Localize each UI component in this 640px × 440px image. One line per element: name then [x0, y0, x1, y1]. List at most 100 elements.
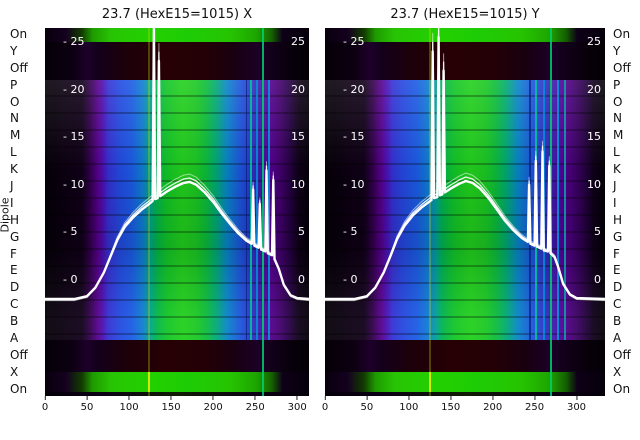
dipole-label: C [10, 297, 19, 312]
value-tick-left: - 10 [343, 177, 365, 191]
heatmap-vline [428, 372, 431, 392]
heatmap-vline [428, 28, 431, 396]
value-tick-right: 20 [291, 82, 305, 96]
value-tick-right: 10 [291, 177, 305, 191]
dipole-label: H [10, 212, 20, 227]
value-tick-right: 20 [587, 82, 601, 96]
dipole-labels-left: On Y Off P O N M L K J I H G F E D C B A Off X On [10, 28, 28, 396]
x-tick: 0 [42, 396, 48, 413]
value-tick-right: 5 [298, 225, 305, 239]
dipole-label: I [10, 195, 14, 210]
x-tick: 100 [399, 396, 418, 413]
x-tick-mark [408, 396, 410, 400]
x-tick-mark [128, 396, 130, 400]
dipole-label: E [613, 263, 621, 278]
x-tick-mark [534, 396, 536, 400]
dipole-label: On [10, 381, 28, 396]
heatmap-band-top-green [325, 28, 605, 42]
dipole-label: L [613, 145, 620, 160]
dipole-label: L [10, 145, 17, 160]
x-tick: 200 [483, 396, 502, 413]
heatmap-band-bottom-edge [45, 392, 309, 396]
x-tick-label: 300 [566, 402, 587, 413]
dipole-label: E [10, 263, 18, 278]
dipole-label: D [613, 280, 623, 295]
value-tick-left: - 5 [63, 225, 78, 239]
heatmap-vline [245, 80, 248, 340]
x-tick-mark [576, 396, 577, 400]
value-tick-left: - 25 [63, 35, 85, 48]
panel-y: 23.7 (HexE15=1015) Y - 25 25- 20 20- 15 15-… [321, 4, 605, 420]
dipole-label: X [613, 364, 622, 379]
x-tick-label: 0 [321, 402, 329, 413]
heatmap-band-top-dark [45, 42, 309, 80]
dipole-labels-right: On Y Off P O N M L K J I H G F E D C B A Off X On [613, 28, 631, 396]
value-tick-left: - 20 [343, 82, 365, 96]
x-tick-mark [254, 396, 256, 400]
value-tick-left: - 25 [343, 35, 365, 48]
value-tick-left: - 0 [63, 273, 78, 286]
heatmap-vline [268, 80, 270, 340]
dipole-label: F [10, 246, 17, 261]
x-tick-label: 250 [245, 402, 265, 413]
x-tick-label: 300 [287, 402, 307, 413]
value-tick-right: 0 [298, 273, 305, 286]
heatmap-vline [262, 28, 265, 396]
dipole-label: A [10, 331, 19, 346]
value-tick-right: 10 [587, 177, 601, 191]
panel-y-axis: 0 50 100 150 200 250 300 [321, 396, 605, 420]
value-tick-right: 0 [594, 273, 601, 286]
x-tick-label: 200 [203, 402, 223, 413]
trace-line [325, 28, 605, 302]
x-tick-label: 50 [80, 402, 94, 413]
x-tick-mark [86, 396, 88, 400]
trace-line [325, 28, 605, 301]
x-tick-label: 100 [119, 402, 139, 413]
heatmap-band-bottom-edge [325, 392, 605, 396]
dipole-label: M [10, 128, 21, 143]
dipole-label: N [10, 111, 19, 126]
dipole-label: P [10, 77, 18, 92]
dipole-label: M [613, 128, 624, 143]
heatmap-band-top-green [45, 28, 309, 42]
heatmap-vline [550, 28, 553, 396]
panel-x: 23.7 (HexE15=1015) X - 25 25- 20 20- 15 15-… [42, 4, 309, 420]
x-tick: 150 [162, 396, 181, 413]
dipole-label: Off [613, 60, 631, 75]
x-tick-label: 50 [360, 402, 374, 413]
x-tick: 100 [120, 396, 139, 413]
value-tick-right: 25 [587, 35, 601, 48]
dipole-label: X [10, 364, 19, 379]
x-tick: 250 [246, 396, 265, 413]
heatmap-vline [256, 80, 258, 340]
heatmap-band-bottom-green [325, 372, 605, 392]
dipole-label: Off [10, 347, 28, 362]
dipole-label: D [10, 280, 20, 295]
heatmap-vline [147, 372, 150, 392]
heatmap-vline [557, 80, 559, 340]
x-tick-mark [324, 396, 326, 400]
heatmap-band-bottom-green [45, 372, 309, 392]
dipole-label: I [613, 195, 617, 210]
trace-line [45, 28, 309, 302]
dipole-label: K [10, 162, 18, 177]
trace-line [45, 28, 309, 301]
heatmap-vline [250, 80, 253, 340]
x-tick-label: 150 [441, 402, 461, 413]
x-tick-label: 250 [525, 402, 545, 413]
heatmap-band-bottom-dark [325, 340, 605, 372]
x-tick: 150 [441, 396, 460, 413]
x-tick: 50 [360, 396, 374, 413]
x-tick-mark [170, 396, 172, 400]
trace-overlay [45, 28, 309, 302]
trace-line [45, 28, 309, 301]
dipole-label: Y [613, 43, 621, 58]
panel-x-axis: 0 50 100 150 200 250 300 [42, 396, 309, 420]
panel-x-title: 23.7 (HexE15=1015) X [101, 7, 253, 22]
dipole-label: Off [613, 347, 631, 362]
x-tick-label: 0 [41, 402, 49, 413]
x-tick-label: 200 [483, 402, 503, 413]
x-tick: 300 [567, 396, 586, 413]
dipole-label: Off [10, 60, 28, 75]
